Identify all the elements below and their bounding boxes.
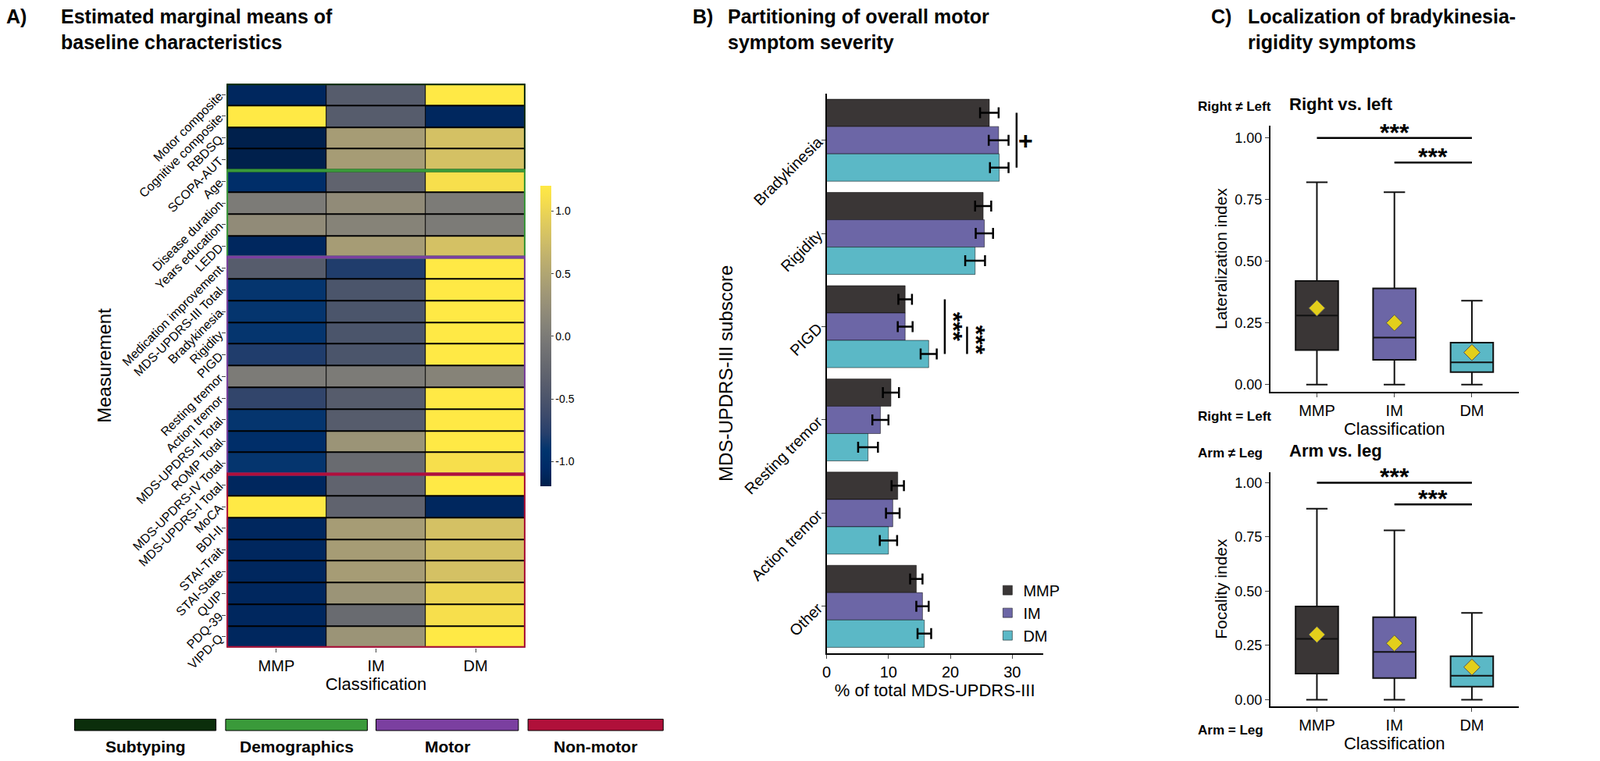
svg-text:MDS-UPDRS-I Total: MDS-UPDRS-I Total [135, 480, 225, 570]
svg-text:QUIP: QUIP [194, 588, 226, 621]
svg-text:Right ≠ Left: Right ≠ Left [1197, 99, 1272, 115]
svg-text:0.00: 0.00 [1234, 692, 1262, 709]
svg-text:Non-motor: Non-motor [553, 737, 638, 756]
svg-text:ROMP Total: ROMP Total [168, 436, 226, 494]
svg-text:Demographics: Demographics [239, 737, 354, 756]
svg-text:DM: DM [1022, 627, 1048, 645]
svg-text:Classification: Classification [325, 674, 428, 695]
svg-text:Motor composite: Motor composite [150, 89, 226, 164]
svg-text:1.00: 1.00 [1234, 475, 1262, 492]
svg-text:Resting tremor: Resting tremor [741, 413, 827, 499]
svg-text:Other: Other [785, 599, 826, 640]
svg-text:VIPD-Q: VIPD-Q [185, 631, 226, 672]
svg-text:MoCA: MoCA [191, 501, 226, 536]
svg-text:***: *** [1379, 118, 1410, 147]
svg-text:IM: IM [1386, 716, 1404, 735]
svg-text:0: 0 [822, 663, 831, 681]
svg-text:MDS-UPDRS-II Total: MDS-UPDRS-II Total [133, 414, 225, 507]
svg-text:Classification: Classification [1343, 734, 1446, 754]
svg-text:+: + [1018, 126, 1034, 155]
svg-text:MMP: MMP [1298, 402, 1336, 420]
svg-text:Focality index: Focality index [1211, 538, 1230, 640]
svg-text:MDS-UPDRS-III subscore: MDS-UPDRS-III subscore [715, 265, 737, 482]
svg-text:Right = Left: Right = Left [1197, 409, 1272, 425]
svg-text:Measurement: Measurement [93, 308, 115, 424]
svg-text:Estimated marginal means ofbas: Estimated marginal means ofbaseline char… [60, 5, 333, 54]
svg-text:Resting tremor: Resting tremor [158, 370, 227, 439]
svg-text:IM: IM [1386, 402, 1404, 420]
svg-text:1.0: 1.0 [555, 204, 571, 218]
svg-text:Rigidity: Rigidity [187, 327, 226, 367]
svg-text:RBDSQ: RBDSQ [184, 132, 225, 174]
svg-text:Lateralization index: Lateralization index [1211, 188, 1230, 330]
svg-text:PIGD: PIGD [786, 320, 826, 360]
svg-text:Bradykinesia: Bradykinesia [165, 306, 226, 367]
svg-text:A): A) [6, 5, 27, 28]
svg-text:Disease duration: Disease duration [149, 197, 226, 274]
svg-text:Age: Age [200, 176, 226, 202]
svg-text:***: *** [962, 325, 991, 356]
svg-text:Arm ≠ Leg: Arm ≠ Leg [1197, 445, 1263, 461]
svg-text:LEDD: LEDD [192, 241, 226, 275]
svg-text:B): B) [692, 5, 713, 28]
svg-text:% of total MDS-UPDRS-III: % of total MDS-UPDRS-III [834, 680, 1036, 701]
svg-text:Action tremor: Action tremor [748, 506, 827, 585]
svg-text:Arm = Leg: Arm = Leg [1197, 723, 1264, 738]
svg-text:Subtyping: Subtyping [105, 737, 186, 756]
svg-text:0.0: 0.0 [555, 330, 571, 343]
svg-text:Cognitive composite: Cognitive composite [136, 110, 226, 200]
svg-text:MDS-UPDRS-III Total: MDS-UPDRS-III Total [131, 285, 226, 380]
svg-text:C): C) [1211, 5, 1232, 28]
svg-text:0.50: 0.50 [1234, 253, 1262, 270]
svg-text:MMP: MMP [1298, 716, 1336, 735]
svg-text:MMP: MMP [258, 657, 296, 675]
svg-text:Medication improvement: Medication improvement [119, 262, 226, 369]
svg-text:Right vs. left: Right vs. left [1289, 94, 1394, 115]
svg-text:0.75: 0.75 [1234, 192, 1262, 208]
svg-text:30: 30 [1003, 663, 1021, 681]
svg-text:***: *** [1418, 484, 1448, 514]
svg-text:0.50: 0.50 [1234, 584, 1262, 600]
svg-text:0.5: 0.5 [555, 267, 571, 281]
svg-text:Localization of bradykinesia-r: Localization of bradykinesia-rigidity sy… [1247, 5, 1516, 54]
svg-text:Partitioning of overall motors: Partitioning of overall motorsymptom sev… [727, 5, 990, 54]
svg-text:STAI-Trait: STAI-Trait [176, 545, 226, 595]
svg-text:MDS-UPDRS-IV Total: MDS-UPDRS-IV Total [130, 458, 226, 554]
svg-text:PIGD: PIGD [194, 349, 226, 382]
svg-text:IM: IM [1022, 605, 1041, 623]
svg-text:1.00: 1.00 [1234, 130, 1262, 147]
svg-text:Rigidity: Rigidity [776, 226, 826, 275]
svg-text:20: 20 [941, 663, 959, 681]
svg-text:***: *** [1418, 142, 1448, 172]
svg-text:0.25: 0.25 [1234, 315, 1262, 332]
svg-text:MMP: MMP [1022, 582, 1060, 600]
svg-text:Arm vs. leg: Arm vs. leg [1289, 441, 1383, 461]
svg-text:Classification: Classification [1343, 419, 1446, 439]
svg-text:DM: DM [1459, 402, 1484, 420]
svg-text:Bradykinesia: Bradykinesia [750, 132, 827, 209]
svg-text:-0.5: -0.5 [555, 392, 574, 406]
svg-text:Years education: Years education [153, 219, 226, 293]
svg-text:DM: DM [1459, 716, 1484, 735]
svg-text:0.25: 0.25 [1234, 637, 1262, 654]
svg-text:0.00: 0.00 [1234, 377, 1262, 393]
svg-text:PDQ-39: PDQ-39 [184, 609, 226, 652]
svg-text:***: *** [1379, 463, 1410, 492]
svg-text:DM: DM [463, 657, 489, 675]
svg-text:BDI-II: BDI-II [193, 523, 226, 556]
svg-text:Motor: Motor [424, 737, 471, 756]
svg-text:-1.0: -1.0 [555, 455, 574, 468]
svg-text:0.75: 0.75 [1234, 529, 1262, 546]
svg-text:10: 10 [880, 663, 898, 681]
svg-text:IM: IM [367, 657, 385, 675]
svg-text:STAI-State: STAI-State [173, 566, 226, 620]
svg-text:Action tremor: Action tremor [163, 392, 226, 456]
svg-text:***: *** [939, 312, 968, 343]
svg-text:SCOPA-AUT: SCOPA-AUT [165, 154, 226, 215]
